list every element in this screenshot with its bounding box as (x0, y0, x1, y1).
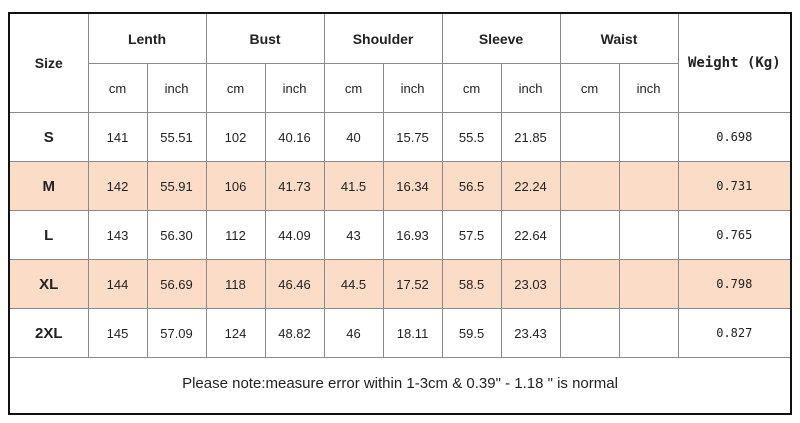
measure-cell: 15.75 (382, 112, 443, 162)
measure-cell: 23.03 (500, 259, 561, 309)
measure-cell: 141 (87, 112, 148, 162)
weight-cell: 0.731 (677, 161, 791, 211)
measure-cell: 57.09 (146, 308, 207, 358)
measure-cell: 56.5 (441, 161, 502, 211)
measure-cell: 22.24 (500, 161, 561, 211)
note-cell: Please note:measure error within 1-3cm &… (10, 357, 791, 408)
size-cell: M (10, 161, 89, 211)
unit-cell: inch (618, 63, 679, 113)
size-cell: XL (10, 259, 89, 309)
measure-cell: 55.91 (146, 161, 207, 211)
measure-cell: 21.85 (500, 112, 561, 162)
empty-cell (618, 210, 679, 260)
measure-cell: 112 (205, 210, 266, 260)
measure-cell: 16.93 (382, 210, 443, 260)
unit-cell: cm (205, 63, 266, 113)
header-cell: Lenth (87, 14, 207, 64)
header-cell: Weight (Kg) (677, 14, 791, 113)
measure-cell: 106 (205, 161, 266, 211)
unit-cell: cm (88, 63, 148, 113)
measure-cell: 55.51 (146, 112, 207, 162)
measure-cell: 58.5 (441, 259, 502, 309)
measure-cell: 43 (323, 210, 384, 260)
unit-cell: inch (500, 63, 561, 113)
size-row: 2XL 145 57.09 124 48.82 46 18.11 59.5 23.43 0.827 (10, 308, 791, 358)
unit-cell: cm (559, 63, 620, 113)
unit-cell: inch (146, 63, 207, 113)
unit-cell: inch (382, 63, 443, 113)
weight-cell: 0.827 (677, 308, 791, 358)
measure-cell: 124 (205, 308, 266, 358)
measure-cell: 46 (323, 308, 384, 358)
measure-cell: 41.5 (323, 161, 384, 211)
header-row: Size Lenth Bust Shoulder Sleeve Waist Weight (… (10, 14, 791, 113)
measure-cell: 48.82 (264, 308, 325, 358)
empty-cell (559, 161, 620, 211)
empty-cell (559, 308, 620, 358)
size-row: M 142 55.91 106 41.73 41.5 16.34 56.5 22.24 0.731 (10, 161, 791, 211)
weight-cell: 0.798 (677, 259, 791, 309)
measure-cell: 44.5 (323, 259, 384, 309)
unit-cell: cm (441, 63, 502, 113)
size-row: L 143 56.30 112 44.09 43 16.93 57.5 22.64 0.765 (10, 210, 791, 260)
measure-cell: 44.09 (264, 210, 325, 260)
measure-cell: 41.73 (264, 161, 325, 211)
unit-cell: cm (323, 63, 384, 113)
measure-cell: 16.34 (382, 161, 443, 211)
measure-cell: 143 (87, 210, 148, 260)
header-cell: Shoulder (323, 14, 443, 64)
weight-cell: 0.765 (677, 210, 791, 260)
measure-cell: 56.69 (146, 259, 207, 309)
size-cell: S (10, 112, 89, 162)
empty-cell (559, 210, 620, 260)
measure-cell: 102 (205, 112, 266, 162)
measure-cell: 22.64 (500, 210, 561, 260)
measure-cell: 145 (87, 308, 148, 358)
measure-cell: 142 (87, 161, 148, 211)
header-cell: Sleeve (441, 14, 561, 64)
measure-cell: 118 (205, 259, 266, 309)
measure-cell: 23.43 (500, 308, 561, 358)
empty-cell (618, 161, 679, 211)
size-cell: L (10, 210, 89, 260)
size-row: XL 144 56.69 118 46.46 44.5 17.52 58.5 23.03 0.79… (10, 259, 791, 309)
empty-cell (618, 259, 679, 309)
measure-cell: 55.5 (441, 112, 502, 162)
measure-cell: 18.11 (382, 308, 443, 358)
size-table: Size Lenth Bust Shoulder Sleeve Waist Weight (… (10, 14, 791, 408)
measure-cell: 46.46 (264, 259, 325, 309)
unit-cell: inch (264, 63, 325, 113)
header-cell: Bust (205, 14, 325, 64)
empty-cell (618, 308, 679, 358)
size-row: S 141 55.51 102 40.16 40 15.75 55.5 21.85 0.698 (10, 112, 791, 162)
weight-cell: 0.698 (677, 112, 791, 162)
size-chart-frame: Size Lenth Bust Shoulder Sleeve Waist Weight (… (8, 12, 792, 415)
empty-cell (559, 259, 620, 309)
empty-cell (559, 112, 620, 162)
measure-cell: 40 (323, 112, 384, 162)
measure-cell: 57.5 (441, 210, 502, 260)
measure-cell: 144 (87, 259, 148, 309)
measure-cell: 17.52 (382, 259, 443, 309)
header-cell: Size (10, 14, 89, 113)
header-cell: Waist (559, 14, 679, 64)
measure-cell: 56.30 (146, 210, 207, 260)
measure-cell: 59.5 (441, 308, 502, 358)
empty-cell (618, 112, 679, 162)
unit-row: cm inch cm inch cm inch cm inch cm inch (10, 63, 790, 113)
size-cell: 2XL (10, 308, 89, 358)
measure-cell: 40.16 (264, 112, 325, 162)
note-row: Please note:measure error within 1-3cm &… (10, 357, 791, 408)
